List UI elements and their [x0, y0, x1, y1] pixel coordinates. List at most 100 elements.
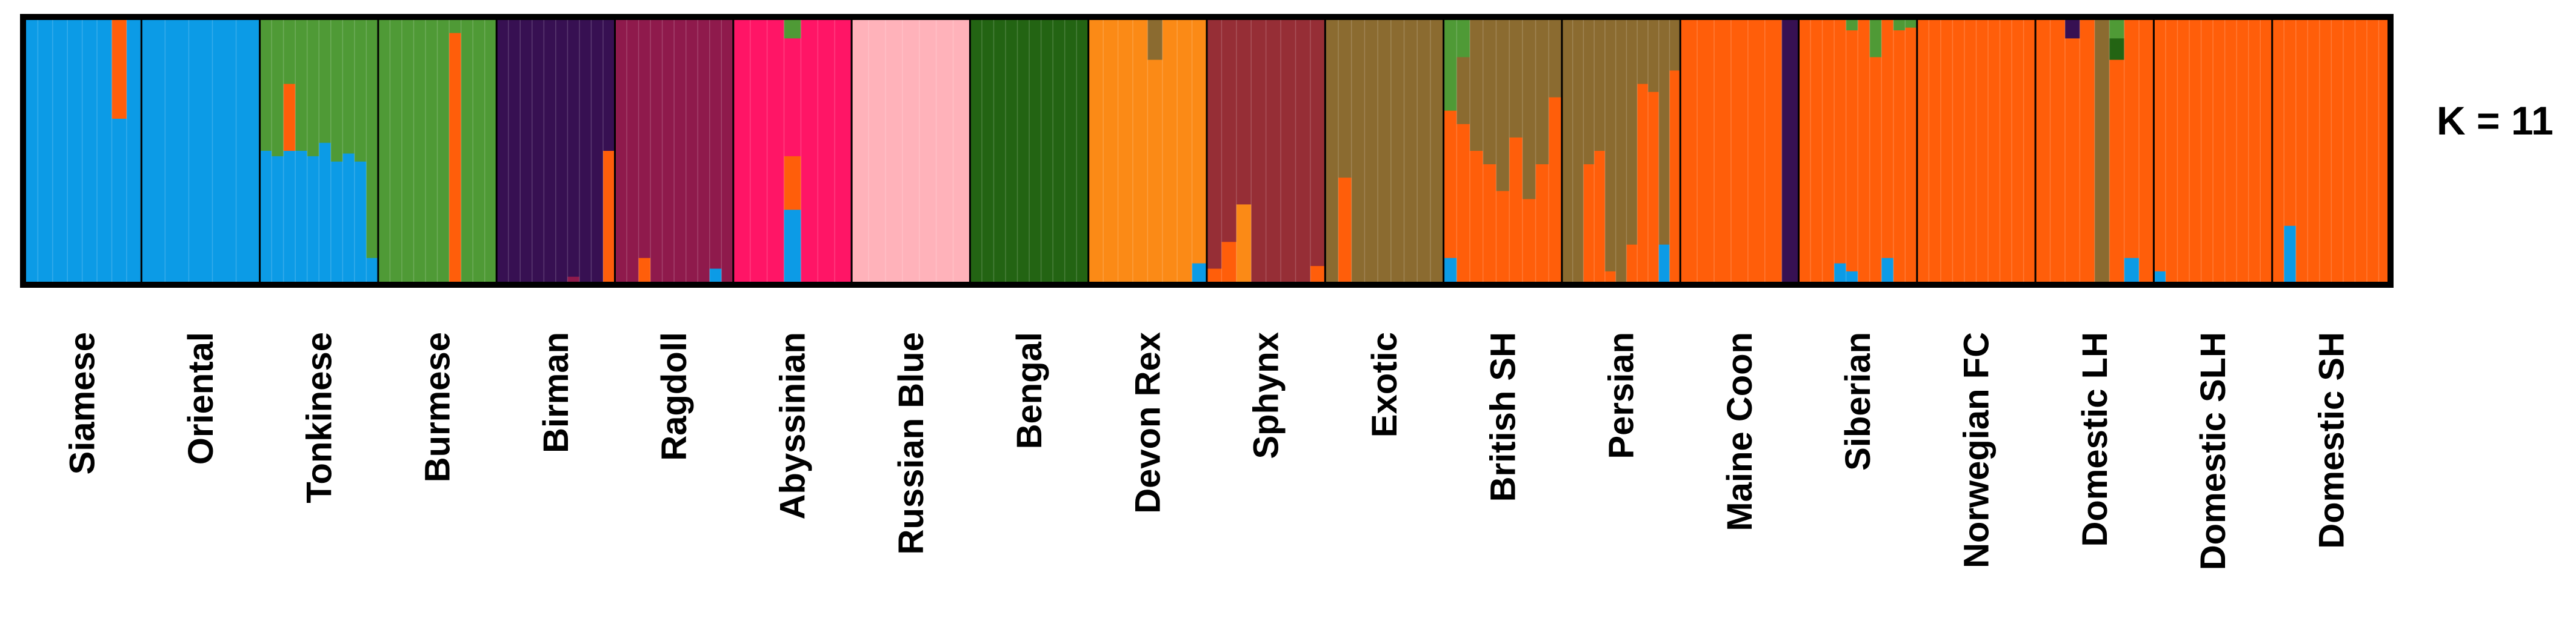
- ancestry-segment-ragdoll-7-maroon: [686, 17, 698, 285]
- ancestry-segment-tonkinese-1-blue: [259, 151, 272, 285]
- ancestry-segment-tonkinese-8-blue: [342, 153, 355, 285]
- ancestry-segment-british-sh-3-brown: [1470, 17, 1484, 151]
- ancestry-segment-siberian-4-blue: [1834, 263, 1847, 285]
- ancestry-segment-exotic-2-orange: [1338, 178, 1352, 285]
- ancestry-segment-devon-rex-5-brown: [1147, 17, 1163, 61]
- breed-label-siberian: Siberian: [1838, 332, 1878, 471]
- ancestry-segment-maine-coon-5-orange: [1747, 17, 1766, 285]
- ancestry-segment-domestic-lh-2-orange: [2050, 17, 2066, 285]
- breed-label-bengal: Bengal: [1010, 332, 1049, 449]
- ancestry-segment-tonkinese-3-lightgreen: [283, 17, 296, 85]
- ancestry-segment-norwegian-fc-7-orange: [1987, 17, 2001, 285]
- ancestry-segment-domestic-slh-4-orange: [2189, 17, 2202, 285]
- ancestry-segment-domestic-sh-6-orange: [2331, 17, 2344, 285]
- ancestry-segment-british-sh-4-brown: [1483, 17, 1497, 165]
- ancestry-segment-siamese-7-blue: [112, 118, 127, 285]
- ancestry-segment-domestic-lh-7-orange: [2124, 17, 2140, 259]
- ancestry-segment-domestic-lh-7-blue: [2124, 258, 2140, 285]
- ancestry-segment-british-sh-4-orange: [1483, 164, 1497, 285]
- ancestry-segment-tonkinese-6-blue: [319, 142, 332, 285]
- ancestry-segment-tonkinese-2-blue: [272, 156, 284, 285]
- ancestry-segment-persian-5-brown: [1604, 17, 1617, 272]
- ancestry-segment-ragdoll-3-orange: [638, 258, 651, 285]
- ancestry-segment-persian-2-brown: [1572, 17, 1584, 285]
- ancestry-segment-norwegian-fc-5-orange: [1964, 17, 1977, 285]
- ancestry-segment-norwegian-fc-3-orange: [1940, 17, 1953, 285]
- ancestry-segment-abyssinian-4-pink: [784, 38, 801, 157]
- ancestry-segment-domestic-lh-5-brown: [2094, 17, 2110, 285]
- ancestry-segment-bengal-1-darkgreen: [970, 17, 983, 285]
- ancestry-segment-domestic-sh-2-blue: [2284, 225, 2297, 285]
- ancestry-segment-birman-10-purple: [602, 17, 616, 151]
- ancestry-segment-siberian-7-lightgreen: [1869, 17, 1882, 58]
- ancestry-segment-siamese-4-blue: [67, 17, 83, 285]
- k-label: K = 11: [2437, 98, 2554, 143]
- ancestry-segment-persian-11-brown: [1669, 17, 1681, 71]
- breed-label-exotic: Exotic: [1365, 332, 1404, 437]
- ancestry-segment-siberian-3-orange: [1822, 17, 1835, 285]
- ancestry-segment-ragdoll-6-maroon: [674, 17, 687, 285]
- ancestry-segment-tonkinese-7-blue: [330, 161, 343, 285]
- ancestry-segment-tonkinese-5-lightgreen: [307, 17, 319, 157]
- ancestry-segment-russian-blue-2-lightpink: [869, 17, 886, 285]
- breed-label-sphynx: Sphynx: [1247, 332, 1286, 459]
- ancestry-segment-abyssinian-7-pink: [835, 17, 852, 285]
- ancestry-segment-domestic-slh-3-orange: [2177, 17, 2190, 285]
- ancestry-segment-domestic-slh-5-orange: [2201, 17, 2214, 285]
- ancestry-segment-siamese-8-blue: [126, 17, 142, 285]
- breed-label-domestic-lh: Domestic LH: [2075, 332, 2115, 547]
- ancestry-segment-persian-7-brown: [1626, 17, 1638, 245]
- ancestry-segment-siberian-1-orange: [1798, 17, 1811, 285]
- ancestry-segment-domestic-sh-7-orange: [2343, 17, 2356, 285]
- ancestry-segment-siamese-3-blue: [52, 17, 68, 285]
- ancestry-segment-devon-rex-1-yellow: [1088, 17, 1104, 285]
- ancestry-segment-bengal-2-darkgreen: [981, 17, 995, 285]
- breed-label-domestic-slh: Domestic SLH: [2194, 332, 2233, 570]
- ancestry-segment-british-sh-8-brown: [1535, 17, 1549, 165]
- ancestry-segment-burmese-3-lightgreen: [401, 17, 415, 285]
- ancestry-segment-tonkinese-8-lightgreen: [342, 17, 355, 155]
- ancestry-segment-siberian-5-lightgreen: [1846, 17, 1858, 31]
- ancestry-segment-exotic-9-brown: [1430, 17, 1444, 285]
- ancestry-segment-abyssinian-4-blue: [784, 210, 801, 285]
- ancestry-segment-ragdoll-4-maroon: [650, 17, 663, 285]
- ancestry-segment-devon-rex-6-yellow: [1162, 17, 1178, 285]
- ancestry-segment-burmese-4-lightgreen: [413, 17, 426, 285]
- ancestry-segment-domestic-slh-1-orange: [2154, 17, 2166, 272]
- ancestry-segment-siberian-10-orange: [1905, 27, 1918, 285]
- ancestry-segment-domestic-sh-5-orange: [2319, 17, 2332, 285]
- ancestry-segment-persian-7-orange: [1626, 244, 1638, 285]
- ancestry-segment-domestic-slh-8-orange: [2237, 17, 2249, 285]
- breed-label-siamese: Siamese: [63, 332, 102, 474]
- ancestry-segment-russian-blue-6-lightpink: [936, 17, 954, 285]
- ancestry-segment-exotic-7-brown: [1404, 17, 1418, 285]
- ancestry-segment-domestic-sh-9-orange: [2366, 17, 2380, 285]
- ancestry-segment-siberian-2-orange: [1810, 17, 1823, 285]
- ancestry-segment-russian-blue-4-lightpink: [902, 17, 920, 285]
- ancestry-segment-ragdoll-5-maroon: [662, 17, 675, 285]
- ancestry-segment-tonkinese-10-lightgreen: [366, 17, 379, 259]
- ancestry-segment-norwegian-fc-9-orange: [2012, 17, 2024, 285]
- ancestry-segment-persian-8-orange: [1637, 84, 1649, 285]
- ancestry-segment-domestic-sh-4-orange: [2307, 17, 2320, 285]
- ancestry-segment-domestic-slh-1-blue: [2154, 271, 2166, 285]
- group-separators: [37, 17, 2380, 285]
- ancestry-segment-abyssinian-6-pink: [818, 17, 835, 285]
- ancestry-segment-norwegian-fc-1-orange: [1917, 17, 1929, 285]
- ancestry-segment-exotic-2-brown: [1338, 17, 1352, 178]
- ancestry-segment-domestic-slh-2-orange: [2165, 17, 2178, 285]
- ancestry-segment-british-sh-5-orange: [1496, 191, 1510, 285]
- ancestry-segment-burmese-5-lightgreen: [425, 17, 438, 285]
- ancestry-segment-sphynx-2-rust: [1221, 17, 1237, 242]
- breed-label-persian: Persian: [1602, 332, 1641, 459]
- ancestry-segment-ragdoll-8-maroon: [698, 17, 710, 285]
- breed-label-ragdoll: Ragdoll: [655, 332, 694, 461]
- ancestry-segment-devon-rex-8-yellow: [1192, 17, 1207, 264]
- breed-label-norwegian-fc: Norwegian FC: [1957, 332, 1997, 568]
- ancestry-segment-birman-1-purple: [496, 17, 509, 285]
- ancestry-segment-bengal-4-darkgreen: [1005, 17, 1018, 285]
- ancestry-segment-tonkinese-6-lightgreen: [319, 17, 332, 144]
- breed-label-russian-blue: Russian Blue: [892, 332, 931, 554]
- ancestry-segment-siberian-5-blue: [1846, 271, 1858, 285]
- ancestry-segment-domestic-sh-8-orange: [2355, 17, 2367, 285]
